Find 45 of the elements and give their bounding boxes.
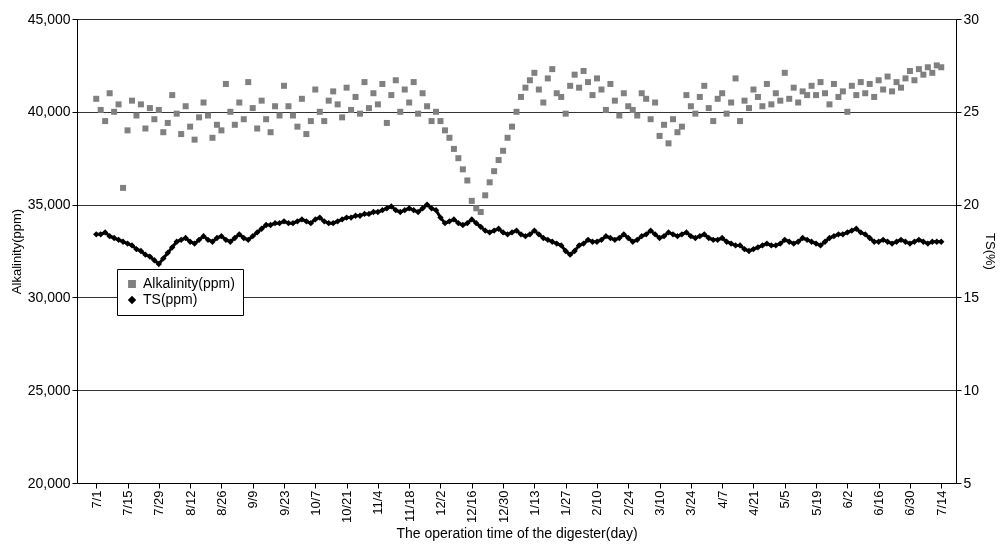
x-tick-label: 3/24 [683,490,699,516]
x-tick-label: 1/27 [558,490,574,516]
x-tick-label: 9/9 [245,490,261,509]
y2-tick-label: 30 [963,10,980,27]
legend-label: TS(ppm) [143,291,198,307]
y-tick-label: 45,000 [27,10,71,27]
y-tick-label: 20,000 [27,474,71,491]
x-tick-label: 5/5 [777,490,793,509]
x-tick-label: 11/18 [401,490,417,523]
y2-tick-label: 25 [963,103,980,120]
y2-tick-label: 15 [963,288,980,305]
y2-tick-label: 20 [963,196,980,213]
x-tick-label: 2/24 [620,490,636,516]
x-tick-label: 12/16 [464,490,480,524]
x-tick-label: 8/26 [213,490,229,516]
y-tick-label: 25,000 [27,381,71,398]
x-tick-label: 11/4 [370,490,386,515]
x-tick-label: 4/7 [714,490,730,509]
y-tick-label: 30,000 [27,288,71,305]
y2-tick-label: 5 [963,474,972,491]
x-tick-label: 6/2 [839,490,855,509]
y2-tick-label: 10 [963,381,980,398]
x-tick-label: 8/12 [182,490,198,516]
y2-axis-title: TS(%) [983,233,999,270]
x-tick-label: 7/15 [120,490,136,516]
x-tick-label: 5/19 [808,490,824,516]
x-tick-label: 7/1 [88,490,104,509]
x-tick-label: 10/21 [339,490,355,524]
x-tick-label: 6/16 [871,490,887,516]
y-axis-title: Alkalinity(ppm) [8,208,24,295]
x-tick-label: 7/29 [151,490,167,516]
x-tick-label: 12/30 [495,490,511,524]
y-tick-label: 35,000 [27,196,71,213]
x-tick-label: 1/13 [526,490,542,516]
x-tick-label: 2/10 [589,490,605,516]
x-tick-label: 12/2 [432,490,448,516]
x-tick-label: 3/10 [652,490,668,516]
y-tick-label: 40,000 [27,103,71,120]
x-axis-title: The operation time of the digester(day) [396,525,638,542]
x-tick-label: 4/21 [745,490,761,516]
x-tick-label: 10/7 [307,490,323,516]
x-tick-label: 9/23 [276,490,292,516]
x-tick-label: 6/30 [902,490,918,516]
x-tick-label: 7/14 [933,490,949,516]
legend-label: Alkalinity(ppm) [143,275,235,291]
